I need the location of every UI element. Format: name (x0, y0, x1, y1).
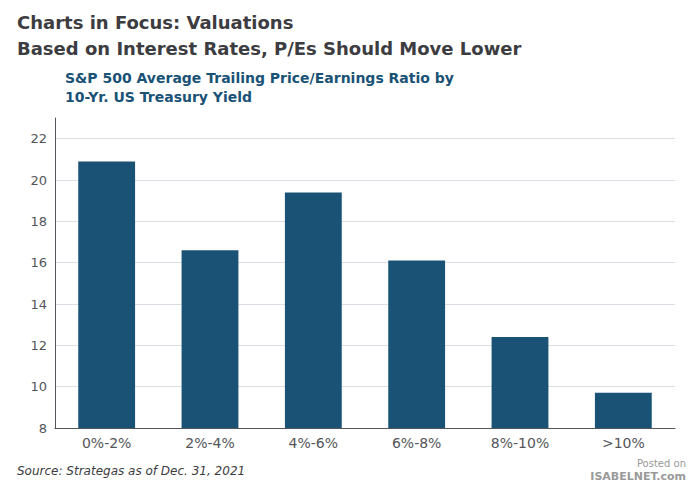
svg-text:8: 8 (39, 421, 47, 436)
svg-text:Posted on: Posted on (637, 458, 686, 469)
svg-text:6%-8%: 6%-8% (392, 435, 441, 451)
svg-text:4%-6%: 4%-6% (289, 435, 338, 451)
svg-text:0%-2%: 0%-2% (82, 435, 131, 451)
svg-text:Charts in Focus: Valuations: Charts in Focus: Valuations (17, 12, 293, 33)
svg-text:8%-10%: 8%-10% (491, 435, 549, 451)
svg-text:2%-4%: 2%-4% (185, 435, 234, 451)
svg-text:22: 22 (30, 131, 47, 146)
svg-text:>10%: >10% (602, 435, 645, 451)
svg-text:16: 16 (30, 255, 47, 270)
svg-text:10-Yr. US Treasury Yield: 10-Yr. US Treasury Yield (65, 89, 252, 105)
svg-text:12: 12 (30, 338, 47, 353)
svg-text:Based on Interest Rates, P/Es: Based on Interest Rates, P/Es Should Mov… (17, 38, 522, 59)
svg-text:S&P 500 Average Trailing Price: S&P 500 Average Trailing Price/Earnings … (65, 70, 454, 86)
svg-text:18: 18 (30, 214, 47, 229)
svg-text:Source: Strategas as of Dec. 3: Source: Strategas as of Dec. 31, 2021 (17, 464, 245, 478)
svg-text:ISABELNET.com: ISABELNET.com (590, 470, 686, 483)
svg-text:10: 10 (30, 379, 47, 394)
svg-text:20: 20 (30, 173, 47, 188)
svg-text:14: 14 (30, 297, 47, 312)
